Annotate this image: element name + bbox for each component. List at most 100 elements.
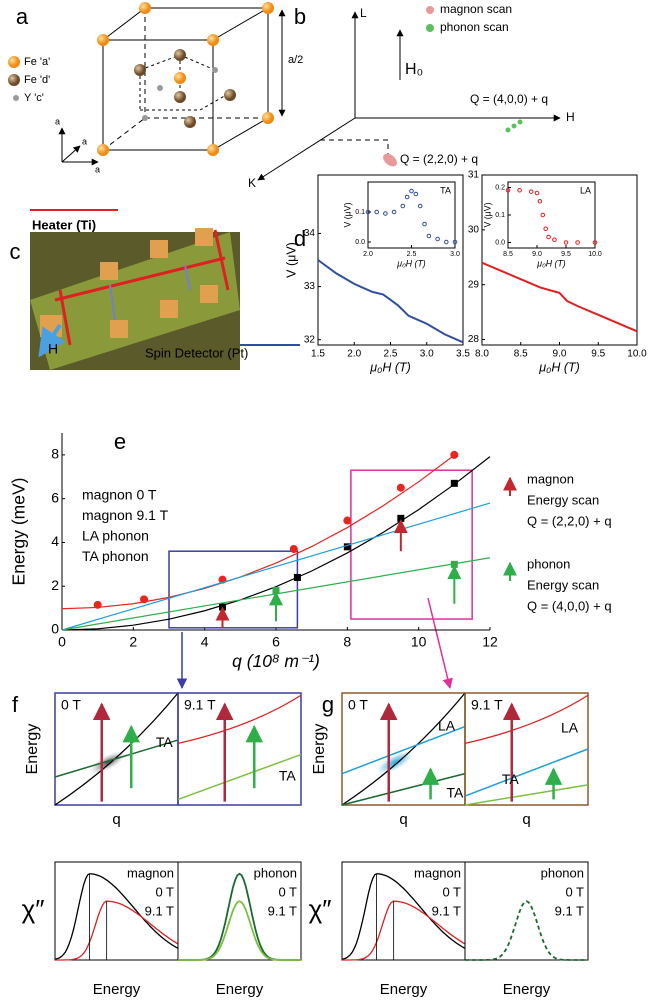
- data-point: [426, 233, 432, 239]
- legend-label: LA phonon: [82, 528, 149, 544]
- x-tick-label: 2.0: [363, 251, 373, 258]
- x-axis-label: Energy: [93, 981, 141, 998]
- data-point: [534, 190, 540, 196]
- legend-label: Fe 'd': [24, 74, 50, 86]
- data-line: [481, 261, 638, 333]
- heater-label: Heater (Ti): [32, 217, 96, 232]
- dimension-label: a/2: [288, 54, 303, 66]
- ta-line: [464, 784, 589, 806]
- data-point: [289, 545, 298, 554]
- x-axis-label: Energy: [380, 981, 428, 998]
- x-tick-label: 10: [411, 633, 427, 649]
- data-point: [505, 187, 511, 193]
- x-tick-label: 8.5: [503, 251, 513, 258]
- connector: [427, 597, 453, 690]
- data-point: [272, 587, 280, 595]
- field-label: 9.1 T: [184, 697, 216, 713]
- y-axis-label: V (μV): [343, 202, 353, 227]
- y-tick-label: 0.1: [355, 209, 365, 216]
- x-tick-label: 8: [343, 633, 351, 649]
- x-tick-label: 9.0: [553, 349, 567, 360]
- data-point: [450, 479, 458, 487]
- x-tick-label: 12: [482, 633, 498, 649]
- reciprocal-axes: [257, 6, 561, 181]
- plot-frame: [507, 181, 596, 249]
- legend-label: magnon 9.1 T: [82, 507, 169, 523]
- y-axis-label: Energy: [311, 724, 328, 775]
- y-tick-label: 29: [468, 279, 480, 290]
- x-tick-label: 9.5: [561, 251, 571, 258]
- y-tick-label: 34: [304, 228, 316, 239]
- x-tick-label: 3.0: [450, 251, 460, 258]
- response-curve: [54, 873, 179, 960]
- x-tick-label: 10.0: [588, 251, 602, 258]
- curve-label: 9.1 T: [432, 903, 461, 918]
- crystal-cube: [58, 7, 286, 166]
- y-axis-label: χ″: [22, 894, 45, 924]
- response-curve: [465, 900, 588, 961]
- panel-label: a: [16, 4, 29, 29]
- y-tick-label: 0.1: [495, 212, 505, 219]
- data-point: [293, 573, 301, 581]
- data-point: [397, 514, 405, 522]
- data-point: [417, 203, 423, 209]
- y-axis-label: χ″: [309, 894, 332, 924]
- legend-label: magnon 0 T: [82, 487, 157, 503]
- annotation: magnon: [527, 471, 574, 486]
- axis-label: K: [248, 176, 256, 190]
- x-tick-label: 1.5: [311, 349, 325, 360]
- panel-label: f: [12, 692, 19, 717]
- data-point: [409, 188, 414, 194]
- x-tick-label: 3.0: [420, 349, 434, 360]
- data-point: [552, 237, 557, 243]
- atoms: [8, 2, 274, 156]
- data-point: [540, 212, 546, 218]
- data-line: [317, 259, 464, 344]
- schematic-box: [177, 861, 302, 961]
- ta-line: [54, 739, 179, 778]
- q-label: Q = (2,2,0) + q: [400, 152, 478, 166]
- data-point: [404, 194, 410, 200]
- data-point: [93, 600, 102, 609]
- data-point: [391, 209, 397, 215]
- data-point: [365, 209, 371, 215]
- panel-label: b: [294, 4, 306, 29]
- detector-label: Spin Detector (Pt): [145, 345, 248, 360]
- data-line: [61, 454, 455, 610]
- ta-line: [177, 753, 302, 801]
- dispersion: [464, 694, 589, 745]
- data-point: [396, 483, 405, 492]
- annotation: Q = (4,0,0) + q: [527, 598, 612, 613]
- axis-label: H: [566, 110, 575, 124]
- data-point: [592, 240, 598, 245]
- dispersion: [54, 692, 179, 806]
- x-tick-label: 2.5: [407, 251, 417, 258]
- ta-line: [341, 772, 466, 806]
- annotation: phonon: [527, 556, 570, 571]
- data-point: [543, 226, 549, 232]
- x-tick-label: 6: [272, 633, 280, 649]
- annotation: Q = (2,2,0) + q: [527, 513, 612, 528]
- device-photo: [30, 209, 300, 370]
- line-label: TA: [279, 768, 297, 784]
- x-tick-label: 9.0: [532, 251, 542, 258]
- x-axis-label: μ₀H (T): [369, 360, 411, 374]
- x-tick-label: 2: [129, 633, 137, 649]
- x-axis-label: μ₀H (T): [538, 360, 580, 374]
- y-tick-label: 0.2: [495, 184, 505, 191]
- y-tick-label: 28: [468, 334, 480, 345]
- x-tick-label: 8.5: [514, 349, 528, 360]
- panel-label: c: [10, 239, 21, 264]
- data-point: [575, 240, 580, 245]
- curve-label: 9.1 T: [268, 903, 297, 918]
- data-point: [537, 198, 543, 204]
- y-tick-label: 0: [51, 621, 59, 637]
- response-curve: [342, 900, 466, 961]
- data-point: [413, 191, 419, 197]
- y-tick-label: 0.0: [495, 239, 505, 246]
- line-label: TA: [156, 734, 174, 750]
- data-point: [383, 211, 388, 216]
- curve-label: 9.1 T: [145, 903, 174, 918]
- y-tick-label: 32: [304, 334, 316, 345]
- panel-label: d: [294, 226, 306, 251]
